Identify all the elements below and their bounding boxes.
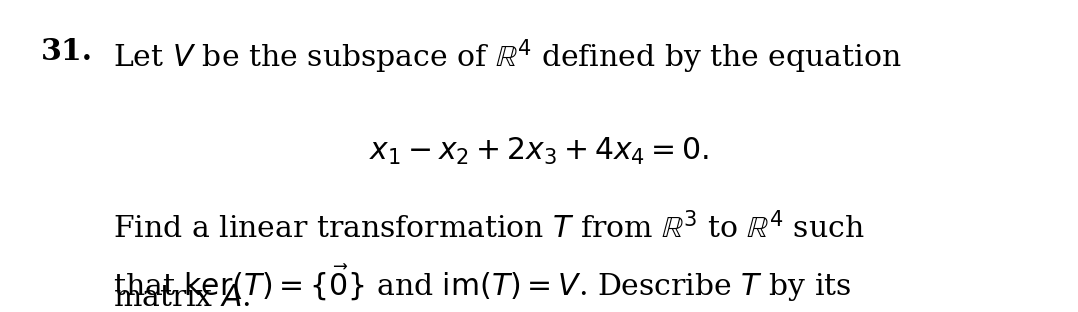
Text: Find a linear transformation $T$ from $\mathbb{R}^3$ to $\mathbb{R}^4$ such: Find a linear transformation $T$ from $\… — [113, 212, 865, 245]
Text: $x_1 - x_2 + 2x_3 + 4x_4 = 0.$: $x_1 - x_2 + 2x_3 + 4x_4 = 0.$ — [369, 136, 709, 167]
Text: Let $V$ be the subspace of $\mathbb{R}^4$ defined by the equation: Let $V$ be the subspace of $\mathbb{R}^4… — [113, 37, 902, 76]
Text: matrix $A$.: matrix $A$. — [113, 284, 251, 312]
Text: that $\mathrm{ker}(T) = \{\vec{0}\}$ and $\mathrm{im}(T) = V$. Describe $T$ by i: that $\mathrm{ker}(T) = \{\vec{0}\}$ and… — [113, 262, 852, 304]
Text: 31.: 31. — [41, 37, 93, 66]
